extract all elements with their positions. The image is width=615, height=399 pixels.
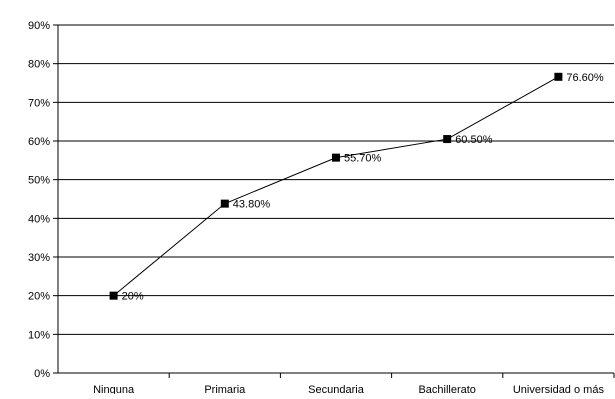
y-tick-label-1: 10%: [28, 329, 50, 341]
data-point-0: [109, 291, 118, 300]
y-tick-label-0: 0%: [34, 368, 50, 380]
y-tick-label-9: 90%: [28, 20, 50, 32]
x-category-label-0: Ninguna: [93, 384, 135, 394]
y-tick-label-6: 60%: [28, 136, 50, 148]
x-category-label-2: Secundaria: [308, 384, 365, 394]
y-tick-label-2: 20%: [28, 291, 50, 303]
data-labels: 20% 43.80% 55.70% 60.50% 76.60%: [122, 72, 604, 303]
data-label-2: 55.70%: [344, 153, 382, 165]
data-point-3: [443, 135, 452, 144]
axes: [53, 24, 615, 378]
y-tick-label-8: 80%: [28, 59, 50, 71]
data-point-1: [220, 199, 229, 208]
y-tick-label-7: 70%: [28, 97, 50, 109]
x-category-label-4: Universidad o más: [513, 384, 605, 394]
data-label-1: 43.80%: [233, 199, 271, 211]
gridlines: [58, 24, 614, 374]
x-category-label-1: Primaria: [204, 384, 246, 394]
x-category-label-3: Bachillerato: [418, 384, 475, 394]
data-point-4: [554, 72, 563, 81]
y-tick-label-5: 50%: [28, 175, 50, 187]
data-label-4: 76.60%: [566, 72, 604, 84]
data-label-0: 20%: [122, 291, 144, 303]
y-tick-label-3: 30%: [28, 252, 50, 264]
x-category-labels: Ninguna Primaria Secundaria Bachillerato Uni…: [93, 384, 605, 396]
data-point-2: [332, 153, 340, 162]
data-label-3: 60.50%: [455, 134, 493, 146]
y-tick-label-4: 40%: [28, 213, 50, 225]
y-tick-labels: 0% 10% 20% 30% 40% 50% 60% 70% 80% 90%: [28, 20, 50, 380]
series: [109, 72, 563, 300]
